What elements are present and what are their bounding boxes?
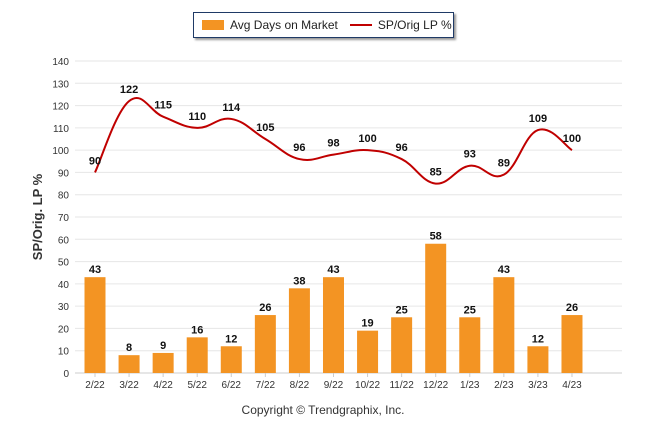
bar-value-label: 43 bbox=[327, 264, 339, 276]
line-value-label: 93 bbox=[464, 149, 476, 161]
chart-legend: Avg Days on Market SP/Orig LP % bbox=[193, 12, 454, 38]
y-tick-label: 100 bbox=[52, 146, 69, 157]
x-tick-label: 5/22 bbox=[187, 380, 207, 391]
sp-orig-lp-line bbox=[94, 97, 573, 185]
line-value-label: 115 bbox=[154, 100, 172, 112]
y-tick-label: 90 bbox=[58, 168, 70, 179]
y-tick-label: 120 bbox=[52, 102, 69, 113]
bar-value-label: 43 bbox=[89, 264, 101, 276]
x-tick-label: 3/22 bbox=[119, 380, 139, 391]
y-tick-label: 10 bbox=[58, 347, 70, 358]
line-swatch-icon bbox=[349, 24, 372, 26]
bar-swatch-icon bbox=[202, 20, 224, 30]
bar-8-22 bbox=[288, 288, 310, 373]
x-tick-label: 6/22 bbox=[222, 380, 242, 391]
y-tick-label: 30 bbox=[58, 302, 70, 313]
bar-value-label: 26 bbox=[259, 302, 271, 314]
bar-10-22 bbox=[357, 330, 379, 373]
bar-1-23 bbox=[459, 317, 481, 373]
x-tick-label: 2/22 bbox=[85, 380, 105, 391]
x-tick-label: 10/22 bbox=[355, 380, 380, 391]
line-value-label: 89 bbox=[498, 158, 510, 170]
bar-11-22 bbox=[391, 317, 413, 373]
line-value-label: 98 bbox=[327, 138, 339, 150]
line-value-label: 100 bbox=[358, 133, 376, 145]
bar-3-22 bbox=[118, 355, 140, 373]
line-value-label: 109 bbox=[529, 113, 547, 125]
line-value-label: 114 bbox=[222, 102, 241, 114]
bar-value-label: 58 bbox=[430, 231, 442, 243]
y-tick-label: 0 bbox=[63, 369, 69, 380]
line-value-label: 85 bbox=[430, 167, 442, 179]
x-tick-label: 1/23 bbox=[460, 380, 480, 391]
legend-item-bar[interactable]: Avg Days on Market bbox=[202, 18, 338, 32]
x-tick-label: 11/22 bbox=[389, 380, 414, 391]
legend-item-line[interactable]: SP/Orig LP % bbox=[349, 18, 452, 32]
y-axis-label: SP/Orig. LP % bbox=[30, 173, 45, 260]
legend-line-label: SP/Orig LP % bbox=[377, 18, 452, 32]
line-value-label: 96 bbox=[396, 142, 408, 154]
bar-value-label: 12 bbox=[225, 333, 237, 345]
bar-value-label: 38 bbox=[293, 275, 305, 287]
x-tick-label: 4/22 bbox=[153, 380, 173, 391]
x-tick-label: 8/22 bbox=[290, 380, 310, 391]
line-value-label: 90 bbox=[89, 155, 101, 167]
y-tick-label: 80 bbox=[58, 191, 70, 202]
bar-value-label: 19 bbox=[361, 318, 373, 330]
bar-4-23 bbox=[561, 315, 583, 373]
bar-2-23 bbox=[493, 277, 515, 373]
bar-value-label: 12 bbox=[532, 333, 544, 345]
bar-value-label: 16 bbox=[191, 324, 203, 336]
bar-12-22 bbox=[425, 243, 447, 373]
bar-2-22 bbox=[84, 277, 106, 373]
y-tick-label: 50 bbox=[58, 258, 70, 269]
bar-value-label: 25 bbox=[396, 304, 408, 316]
legend-bar-label: Avg Days on Market bbox=[230, 18, 338, 32]
y-tick-label: 130 bbox=[52, 79, 69, 90]
bar-value-label: 8 bbox=[126, 342, 132, 354]
x-tick-label: 4/23 bbox=[562, 380, 582, 391]
y-tick-label: 20 bbox=[58, 324, 70, 335]
bar-value-label: 9 bbox=[160, 340, 166, 352]
y-tick-label: 140 bbox=[52, 57, 69, 68]
line-value-label: 110 bbox=[188, 111, 206, 123]
bar-5-22 bbox=[186, 337, 208, 373]
bar-4-22 bbox=[152, 352, 174, 373]
line-value-label: 100 bbox=[563, 133, 581, 145]
bar-value-label: 26 bbox=[566, 302, 578, 314]
line-value-label: 105 bbox=[256, 122, 274, 134]
x-tick-label: 7/22 bbox=[256, 380, 276, 391]
y-tick-label: 40 bbox=[58, 280, 70, 291]
y-tick-label: 60 bbox=[58, 235, 70, 246]
bar-value-label: 43 bbox=[498, 264, 510, 276]
line-value-label: 96 bbox=[293, 142, 305, 154]
x-tick-label: 3/23 bbox=[528, 380, 548, 391]
bar-3-23 bbox=[527, 346, 549, 373]
bar-7-22 bbox=[254, 315, 276, 373]
copyright-text: Copyright © Trendgraphix, Inc. bbox=[241, 403, 405, 417]
line-value-label: 122 bbox=[120, 84, 138, 96]
y-tick-label: 70 bbox=[58, 213, 70, 224]
x-tick-label: 12/22 bbox=[423, 380, 448, 391]
x-tick-label: 9/22 bbox=[324, 380, 344, 391]
bar-value-label: 25 bbox=[464, 304, 476, 316]
y-tick-label: 110 bbox=[53, 124, 69, 135]
x-tick-label: 2/23 bbox=[494, 380, 514, 391]
bar-6-22 bbox=[220, 346, 242, 373]
bar-9-22 bbox=[322, 277, 344, 373]
